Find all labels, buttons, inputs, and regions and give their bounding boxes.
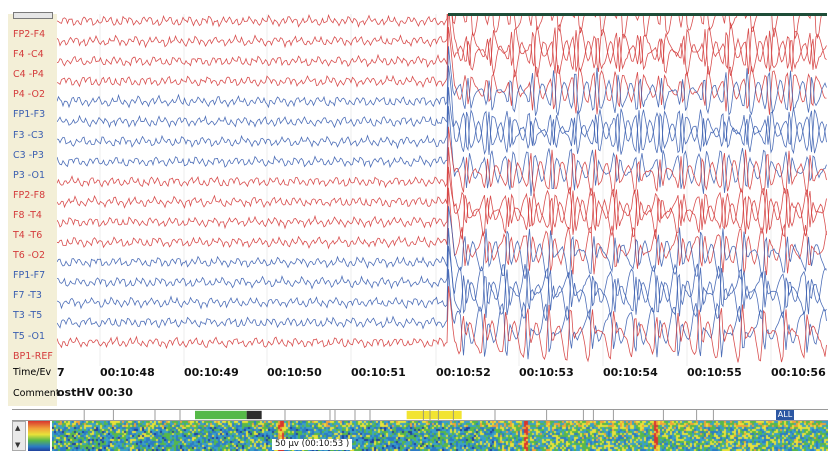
panel-resize-handle[interactable] [13,12,53,19]
channel-label: C3 -P3 [13,149,44,161]
time-tick: 00:10:53 [519,366,574,379]
eeg-trace [57,126,827,198]
channel-label: C4 -P4 [13,69,44,81]
eeg-trace [57,14,822,40]
time-tick: 00:10:52 [436,366,491,379]
all-button[interactable]: ALL [776,410,794,420]
event-annotation: ostHV 00:30 [57,386,133,399]
eeg-trace [57,206,827,280]
scroll-down-icon[interactable]: ▼ [15,441,21,449]
channel-label-panel: FP2-F4 F4 -C4 C4 -P4 P4 -O2 FP1-F3 F3 -C3 C3 -… [8,14,60,406]
eeg-trace [57,187,827,276]
channel-label: T5 -O1 [13,330,46,342]
time-tick: 00:10:48 [100,366,155,379]
channel-label: FP1-F7 [13,270,46,282]
time-tick: 00:10:49 [184,366,239,379]
channel-label: F3 -C3 [13,129,44,141]
channel-label: BP1-REF [13,350,53,362]
eeg-trace [57,269,827,360]
channel-label: FP2-F8 [13,189,46,201]
scroll-up-icon[interactable]: ▲ [15,424,21,432]
channel-label: T6 -O2 [13,250,46,262]
color-scale-legend [28,421,50,451]
channel-label: F8 -T4 [13,209,42,221]
eeg-trace [57,286,827,363]
eeg-waveform-plot[interactable] [57,14,827,366]
time-event-label: Time/Ev [13,367,52,378]
time-tick: 00:10:54 [603,366,658,379]
spectrogram-scrollbar[interactable]: ▲ ▼ [12,421,26,451]
event-segment-dark[interactable] [246,410,262,420]
time-tick: 00:10:50 [267,366,322,379]
channel-label: FP1-F3 [13,109,46,121]
eeg-trace [57,227,827,318]
spectrogram-canvas[interactable] [52,421,828,451]
eeg-trace [57,147,827,235]
eeg-trace [57,14,827,75]
eeg-trace [57,87,827,156]
channel-label: T3 -T5 [13,310,43,322]
channel-label: P3 -O1 [13,169,46,181]
event-timeline-track[interactable] [12,409,828,421]
eeg-trace [57,65,827,155]
time-axis: 7 00:10:48 00:10:49 00:10:50 00:10:51 00… [57,366,827,382]
eeg-trace [57,106,827,197]
eeg-trace [57,46,827,116]
time-tick: 00:10:51 [351,366,406,379]
channel-label: T4 -T6 [13,230,43,241]
time-tick: 00:10:56 [771,366,826,379]
eeg-trace [57,27,827,115]
channel-label: FP2-F4 [13,29,46,40]
comment-label: Comment [13,388,60,399]
time-tick-partial: 7 [57,366,65,379]
seizure-marker-bar [448,13,827,16]
channel-label: P4 -O2 [13,89,46,101]
eeg-trace [57,14,827,78]
event-segment-yellow[interactable] [406,410,462,420]
eeg-trace [57,166,827,240]
eeg-trace [57,246,827,323]
time-tick: 00:10:55 [687,366,742,379]
amplitude-scale-label: 50 µv (00:10:53 ) [272,439,353,450]
spectrogram-row: ▲ ▼ [12,421,828,451]
channel-label: F4 -C4 [13,49,44,61]
channel-label: F7 -T3 [13,290,42,302]
event-segment-green[interactable] [195,410,247,420]
